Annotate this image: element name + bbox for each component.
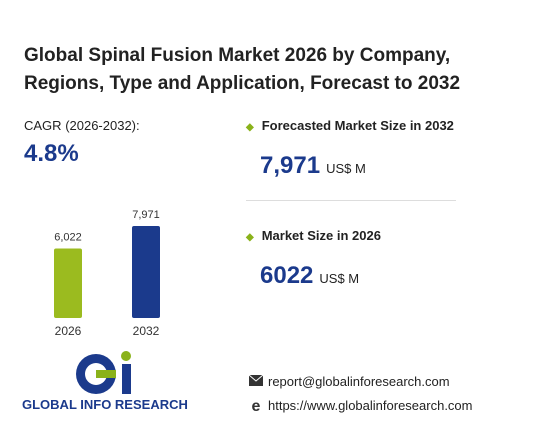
current-value: 6022 bbox=[260, 262, 314, 289]
cagr-label: CAGR bbox=[24, 118, 62, 133]
logo-i bbox=[122, 364, 131, 394]
web-glyph: e bbox=[252, 398, 261, 414]
forecast-unit: US$ M bbox=[326, 161, 366, 176]
web-icon: e bbox=[252, 398, 261, 414]
current-unit: US$ M bbox=[319, 271, 360, 286]
email-icon bbox=[248, 374, 264, 386]
bar bbox=[54, 248, 82, 318]
bullet: ◆ bbox=[246, 232, 254, 243]
bar-chart: 6,022 2026 7,971 2032 bbox=[54, 209, 160, 338]
x-tick-label: 2032 bbox=[133, 324, 160, 338]
bullet: ◆ bbox=[246, 122, 254, 133]
logo-i-dot bbox=[121, 351, 131, 361]
x-tick-label: 2026 bbox=[55, 324, 82, 338]
value-label: 6,022 bbox=[54, 231, 82, 243]
forecast-label: Forecasted Market Size in 2032 bbox=[261, 118, 454, 133]
value-label: 7,971 bbox=[132, 209, 160, 221]
email: report@globalinforesearch.com bbox=[268, 374, 450, 389]
title: Global Spinal Fusion Market 2026 by Comp… bbox=[24, 45, 461, 94]
forecast-value-row: 7,971 US$ M bbox=[260, 152, 366, 180]
divider bbox=[246, 200, 456, 201]
logo-text: GLOBAL INFO RESEARCH bbox=[22, 397, 188, 412]
envelope-flap bbox=[248, 374, 264, 382]
logo-mark bbox=[76, 351, 131, 394]
current-row: ◆ Market Size in 2026 bbox=[246, 228, 381, 243]
forecast-row: ◆ Forecasted Market Size in 2032 bbox=[246, 118, 454, 133]
cagr-value: 4.8% bbox=[24, 140, 79, 167]
cagr-period: (2026-2032): bbox=[65, 118, 140, 133]
cagr-label-row: CAGR (2026-2032): bbox=[24, 118, 140, 133]
current-value-row: 6022 US$ M bbox=[260, 262, 359, 290]
logo-g-bar bbox=[96, 370, 116, 378]
current-label: Market Size in 2026 bbox=[261, 228, 381, 243]
forecast-value: 7,971 bbox=[260, 152, 321, 179]
bar bbox=[132, 226, 160, 318]
website: https://www.globalinforesearch.com bbox=[268, 398, 473, 413]
